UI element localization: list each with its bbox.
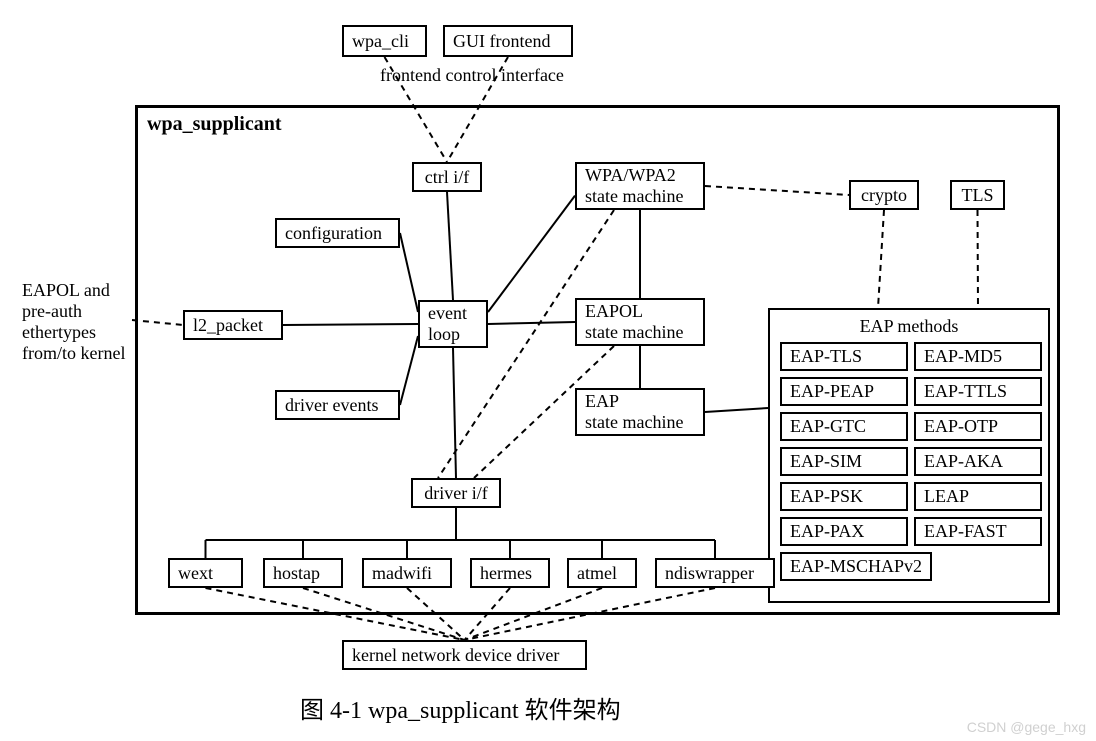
node-configuration-line0: configuration — [285, 223, 382, 244]
node-configuration: configuration — [275, 218, 400, 248]
eap-methods-grid: EAP-TLSEAP-MD5EAP-PEAPEAP-TTLSEAP-GTCEAP… — [780, 342, 1042, 581]
node-event-loop-line0: event — [428, 303, 467, 324]
node-tls: TLS — [950, 180, 1005, 210]
node-l2-packet-line0: l2_packet — [193, 315, 263, 336]
node-madwifi: madwifi — [362, 558, 452, 588]
node-madwifi-line0: madwifi — [372, 563, 432, 584]
node-ndiswrapper: ndiswrapper — [655, 558, 775, 588]
node-kernel-drv: kernel network device driver — [342, 640, 587, 670]
figure-caption: 图 4-1 wpa_supplicant 软件架构 — [300, 690, 621, 725]
node-crypto: crypto — [849, 180, 919, 210]
node-eapol-sm-line0: EAPOL — [585, 301, 643, 322]
eap-method-eap-aka: EAP-AKA — [914, 447, 1042, 476]
node-wpa-sm-line0: WPA/WPA2 — [585, 165, 676, 186]
diagram-stage: wpa_supplicant EAP methods EAP-TLSEAP-MD… — [0, 0, 1096, 741]
node-gui-frontend-line0: GUI frontend — [453, 31, 550, 52]
node-ctrl-if: ctrl i/f — [412, 162, 482, 192]
eap-method-leap: LEAP — [914, 482, 1042, 511]
node-hermes-line0: hermes — [480, 563, 532, 584]
node-driver-if-line0: driver i/f — [424, 483, 487, 504]
node-event-loop: eventloop — [418, 300, 488, 348]
eap-method-eap-otp: EAP-OTP — [914, 412, 1042, 441]
eap-method-eap-gtc: EAP-GTC — [780, 412, 908, 441]
node-ndiswrapper-line0: ndiswrapper — [665, 563, 754, 584]
node-wpa-cli: wpa_cli — [342, 25, 427, 57]
eap-method-eap-sim: EAP-SIM — [780, 447, 908, 476]
node-driver-events: driver events — [275, 390, 400, 420]
node-eapol-sm: EAPOLstate machine — [575, 298, 705, 346]
node-l2-packet: l2_packet — [183, 310, 283, 340]
node-driver-events-line0: driver events — [285, 395, 378, 416]
wpa-supplicant-frame-title: wpa_supplicant — [147, 113, 282, 136]
node-hermes: hermes — [470, 558, 550, 588]
node-eapol-sm-line1: state machine — [585, 322, 683, 343]
node-tls-line0: TLS — [961, 185, 993, 206]
node-eap-sm-line1: state machine — [585, 412, 683, 433]
node-wpa-sm-line1: state machine — [585, 186, 683, 207]
node-ctrl-if-line0: ctrl i/f — [425, 167, 469, 188]
eap-method-eap-fast: EAP-FAST — [914, 517, 1042, 546]
node-gui-frontend: GUI frontend — [443, 25, 573, 57]
node-driver-if: driver i/f — [411, 478, 501, 508]
node-atmel: atmel — [567, 558, 637, 588]
eap-method-eap-mschapv2: EAP-MSCHAPv2 — [780, 552, 932, 581]
node-hostap-line0: hostap — [273, 563, 320, 584]
eap-method-eap-peap: EAP-PEAP — [780, 377, 908, 406]
node-hostap: hostap — [263, 558, 343, 588]
watermark: CSDN @gege_hxg — [967, 719, 1086, 735]
node-event-loop-line1: loop — [428, 324, 460, 345]
eap-method-eap-ttls: EAP-TTLS — [914, 377, 1042, 406]
node-wpa-cli-line0: wpa_cli — [352, 31, 409, 52]
eapol-kernel-label: EAPOL and pre-auth ethertypes from/to ke… — [22, 280, 125, 364]
eap-methods-title: EAP methods — [770, 316, 1048, 337]
eap-methods-frame: EAP methods EAP-TLSEAP-MD5EAP-PEAPEAP-TT… — [768, 308, 1050, 603]
node-crypto-line0: crypto — [861, 185, 907, 206]
eap-method-eap-psk: EAP-PSK — [780, 482, 908, 511]
node-kernel-drv-line0: kernel network device driver — [352, 645, 559, 666]
eap-method-eap-pax: EAP-PAX — [780, 517, 908, 546]
node-eap-sm-line0: EAP — [585, 391, 619, 412]
node-wext: wext — [168, 558, 243, 588]
node-atmel-line0: atmel — [577, 563, 617, 584]
frontend-control-interface-label: frontend control interface — [380, 65, 564, 86]
eap-method-eap-tls: EAP-TLS — [780, 342, 908, 371]
node-wext-line0: wext — [178, 563, 213, 584]
node-wpa-sm: WPA/WPA2state machine — [575, 162, 705, 210]
node-eap-sm: EAPstate machine — [575, 388, 705, 436]
eap-method-eap-md5: EAP-MD5 — [914, 342, 1042, 371]
